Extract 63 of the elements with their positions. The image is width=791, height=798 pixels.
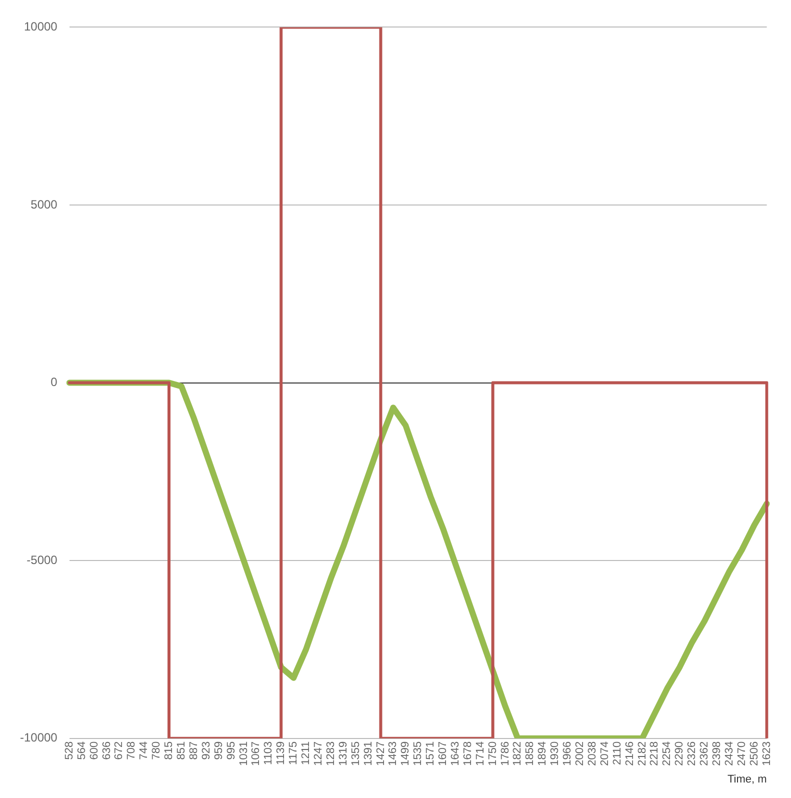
y-tick-label: -5000: [26, 552, 58, 567]
x-tick-label: 1139: [275, 741, 288, 765]
y-tick-label: 5000: [30, 197, 58, 212]
x-tick-label: 1678: [462, 741, 474, 766]
x-tick-label: 2038: [586, 741, 598, 766]
x-tick-label: 1211: [300, 741, 312, 765]
x-tick-label: 1103: [262, 741, 275, 765]
x-tick-label: 708: [126, 741, 138, 760]
y-tick-label: -10000: [20, 730, 58, 745]
x-tick-label: 995: [225, 741, 238, 760]
x-tick-label: 1607: [437, 741, 450, 766]
x-tick-label: 744: [138, 741, 150, 760]
x-tick-label: 528: [63, 741, 76, 760]
x-tick-label: 887: [188, 741, 200, 760]
x-tick-label: 1031: [238, 741, 250, 766]
x-tick-label: 2434: [723, 741, 736, 766]
x-tick-label: 2290: [674, 741, 686, 766]
x-tick-label: 2470: [736, 741, 748, 766]
x-tick-label: 1427: [374, 741, 387, 766]
x-tick-label: 636: [100, 741, 113, 760]
x-tick-label: 2110: [611, 741, 624, 765]
x-tick-label: 1175: [288, 741, 300, 765]
x-tick-label: 2074: [598, 741, 611, 766]
x-tick-label: 2254: [661, 741, 674, 766]
x-tick-label: 1283: [324, 741, 337, 766]
x-tick-label: 923: [200, 741, 212, 760]
x-tick-label: 1714: [474, 741, 486, 766]
x-tick-label: 1643: [449, 741, 462, 766]
x-tick-label: 1822: [512, 741, 524, 766]
x-tick-label: 600: [88, 741, 100, 760]
x-axis-title: Time, m: [727, 773, 767, 786]
x-tick-label: 672: [113, 741, 126, 760]
x-tick-label: 2506: [748, 741, 760, 766]
x-tick-label: 959: [212, 741, 225, 760]
x-tick-label: 2218: [648, 741, 661, 766]
x-tick-label: 2002: [574, 741, 586, 766]
x-tick-label: 1571: [424, 741, 437, 766]
x-tick-label: 2146: [624, 741, 636, 766]
x-tick-label: 851: [175, 741, 188, 760]
x-tick-label: 1930: [549, 741, 562, 766]
x-tick-label: 564: [76, 741, 88, 760]
x-tick-label: 780: [150, 741, 163, 760]
x-tick-label: 1067: [250, 741, 262, 766]
x-tick-label: 1499: [400, 741, 412, 766]
x-tick-label: 2326: [686, 741, 698, 766]
x-tick-label: 815: [163, 741, 176, 760]
y-tick-label: 0: [50, 375, 58, 390]
x-tick-label: 1858: [524, 741, 536, 766]
x-tick-label: 1391: [362, 741, 374, 766]
x-tick-label: 1966: [562, 741, 574, 766]
x-tick-label: 1623: [760, 741, 773, 766]
x-tick-label: 2362: [698, 741, 711, 766]
x-tick-label: 2398: [711, 741, 724, 766]
x-tick-label: 1319: [337, 741, 350, 766]
x-tick-label: 1355: [350, 741, 362, 766]
x-tick-label: 1463: [387, 741, 400, 766]
x-tick-label: 1894: [536, 741, 549, 766]
x-tick-label: 1786: [499, 741, 512, 766]
x-tick-label: 1750: [486, 741, 499, 766]
y-tick-label: 10000: [24, 20, 58, 34]
x-tick-label: 1247: [312, 741, 324, 766]
x-tick-label: 1535: [412, 741, 424, 766]
x-tick-label: 2182: [636, 741, 648, 766]
